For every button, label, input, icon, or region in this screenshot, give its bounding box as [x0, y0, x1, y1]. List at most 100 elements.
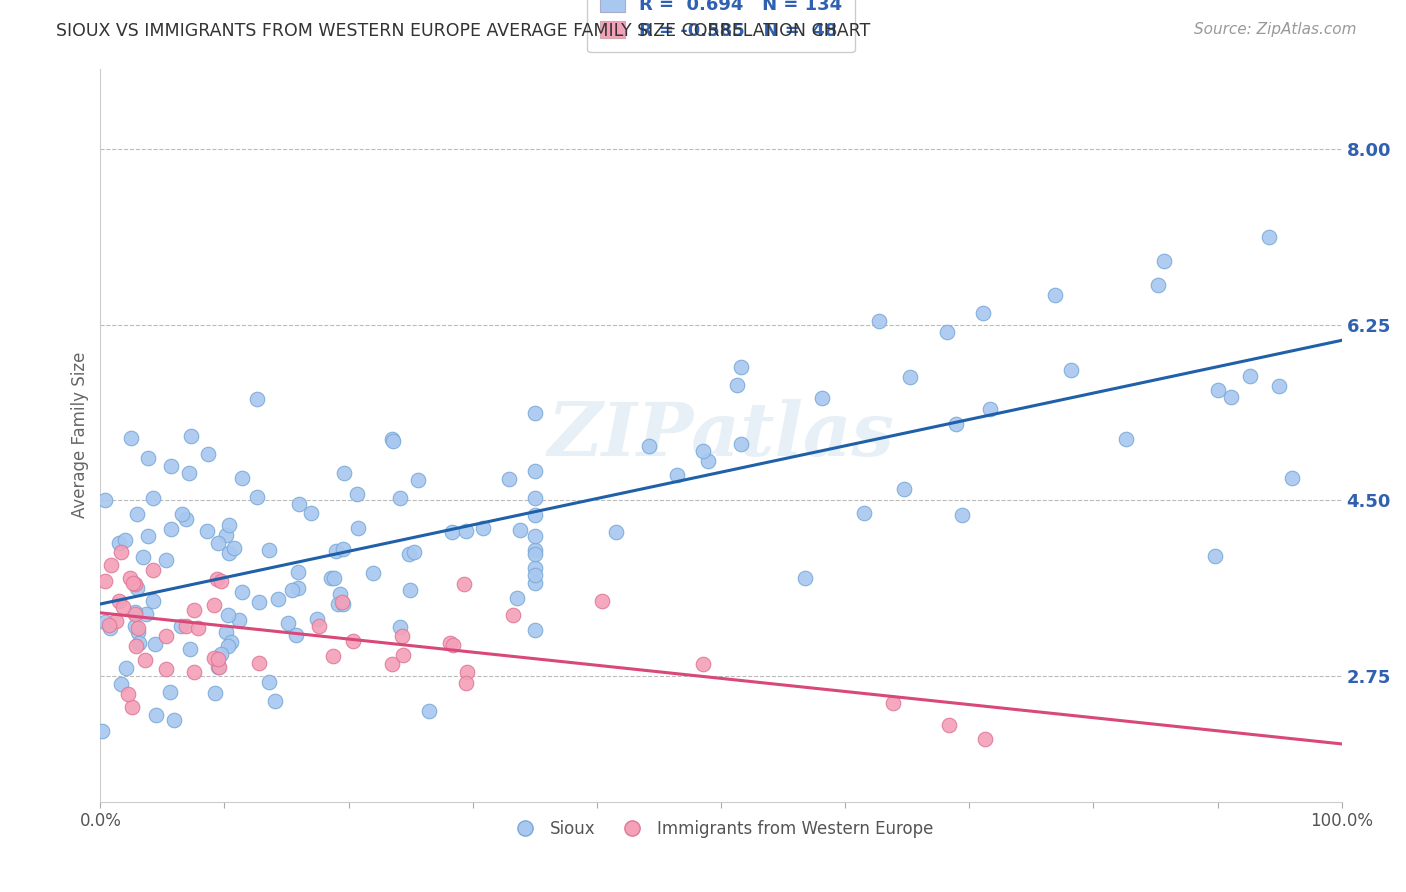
Point	[472, 520, 495, 534]
Point	[111, 600, 134, 615]
Point	[204, 686, 226, 700]
Point	[214, 624, 236, 639]
Point	[90, 724, 112, 739]
Point	[134, 653, 156, 667]
Point	[163, 714, 186, 728]
Point	[329, 587, 352, 601]
Point	[605, 524, 627, 539]
Point	[1153, 253, 1175, 268]
Point	[523, 561, 546, 575]
Point	[121, 699, 143, 714]
Point	[346, 521, 368, 535]
Point	[159, 685, 181, 699]
Point	[440, 525, 463, 540]
Point	[523, 508, 546, 522]
Point	[207, 651, 229, 665]
Point	[209, 648, 232, 662]
Point	[638, 438, 661, 452]
Point	[523, 575, 546, 590]
Point	[276, 615, 298, 630]
Point	[326, 597, 349, 611]
Point	[322, 571, 344, 585]
Point	[398, 583, 420, 598]
Point	[246, 392, 269, 406]
Point	[179, 641, 201, 656]
Point	[160, 522, 183, 536]
Point	[322, 649, 344, 664]
Point	[319, 571, 342, 585]
Point	[183, 665, 205, 680]
Point	[142, 593, 165, 607]
Point	[135, 607, 157, 621]
Point	[170, 508, 193, 522]
Point	[117, 687, 139, 701]
Point	[523, 528, 546, 542]
Point	[398, 547, 420, 561]
Point	[882, 696, 904, 710]
Point	[114, 533, 136, 548]
Point	[1043, 287, 1066, 301]
Point	[509, 523, 531, 537]
Point	[979, 401, 1001, 416]
Point	[195, 524, 218, 539]
Point	[124, 619, 146, 633]
Point	[110, 545, 132, 559]
Point	[381, 432, 404, 446]
Point	[94, 615, 117, 630]
Point	[114, 660, 136, 674]
Point	[1268, 379, 1291, 393]
Point	[1115, 432, 1137, 446]
Point	[219, 635, 242, 649]
Point	[380, 657, 402, 671]
Point	[264, 694, 287, 708]
Point	[136, 529, 159, 543]
Point	[591, 594, 613, 608]
Point	[853, 506, 876, 520]
Point	[523, 406, 546, 420]
Point	[207, 573, 229, 587]
Point	[1204, 549, 1226, 564]
Point	[454, 524, 477, 538]
Point	[231, 471, 253, 485]
Point	[342, 634, 364, 648]
Point	[174, 512, 197, 526]
Point	[523, 491, 546, 505]
Point	[1239, 368, 1261, 383]
Point	[285, 628, 308, 642]
Point	[391, 629, 413, 643]
Point	[127, 581, 149, 595]
Point	[456, 665, 478, 679]
Point	[145, 707, 167, 722]
Point	[361, 566, 384, 580]
Point	[100, 558, 122, 572]
Point	[972, 306, 994, 320]
Point	[1206, 383, 1229, 397]
Point	[523, 547, 546, 561]
Point	[392, 648, 415, 662]
Point	[183, 602, 205, 616]
Point	[249, 656, 271, 670]
Point	[453, 577, 475, 591]
Text: ZIPatlas: ZIPatlas	[547, 399, 894, 471]
Text: Source: ZipAtlas.com: Source: ZipAtlas.com	[1194, 22, 1357, 37]
Point	[228, 613, 250, 627]
Point	[124, 605, 146, 619]
Point	[170, 619, 193, 633]
Point	[299, 506, 322, 520]
Point	[209, 574, 232, 588]
Point	[305, 612, 328, 626]
Point	[439, 636, 461, 650]
Point	[136, 451, 159, 466]
Point	[1147, 277, 1170, 292]
Text: SIOUX VS IMMIGRANTS FROM WESTERN EUROPE AVERAGE FAMILY SIZE CORRELATION CHART: SIOUX VS IMMIGRANTS FROM WESTERN EUROPE …	[56, 22, 870, 40]
Point	[730, 360, 752, 375]
Point	[811, 391, 834, 405]
Point	[231, 584, 253, 599]
Point	[281, 583, 304, 598]
Point	[523, 623, 546, 637]
Point	[120, 431, 142, 445]
Point	[793, 571, 815, 585]
Point	[124, 639, 146, 653]
Point	[207, 660, 229, 674]
Point	[325, 543, 347, 558]
